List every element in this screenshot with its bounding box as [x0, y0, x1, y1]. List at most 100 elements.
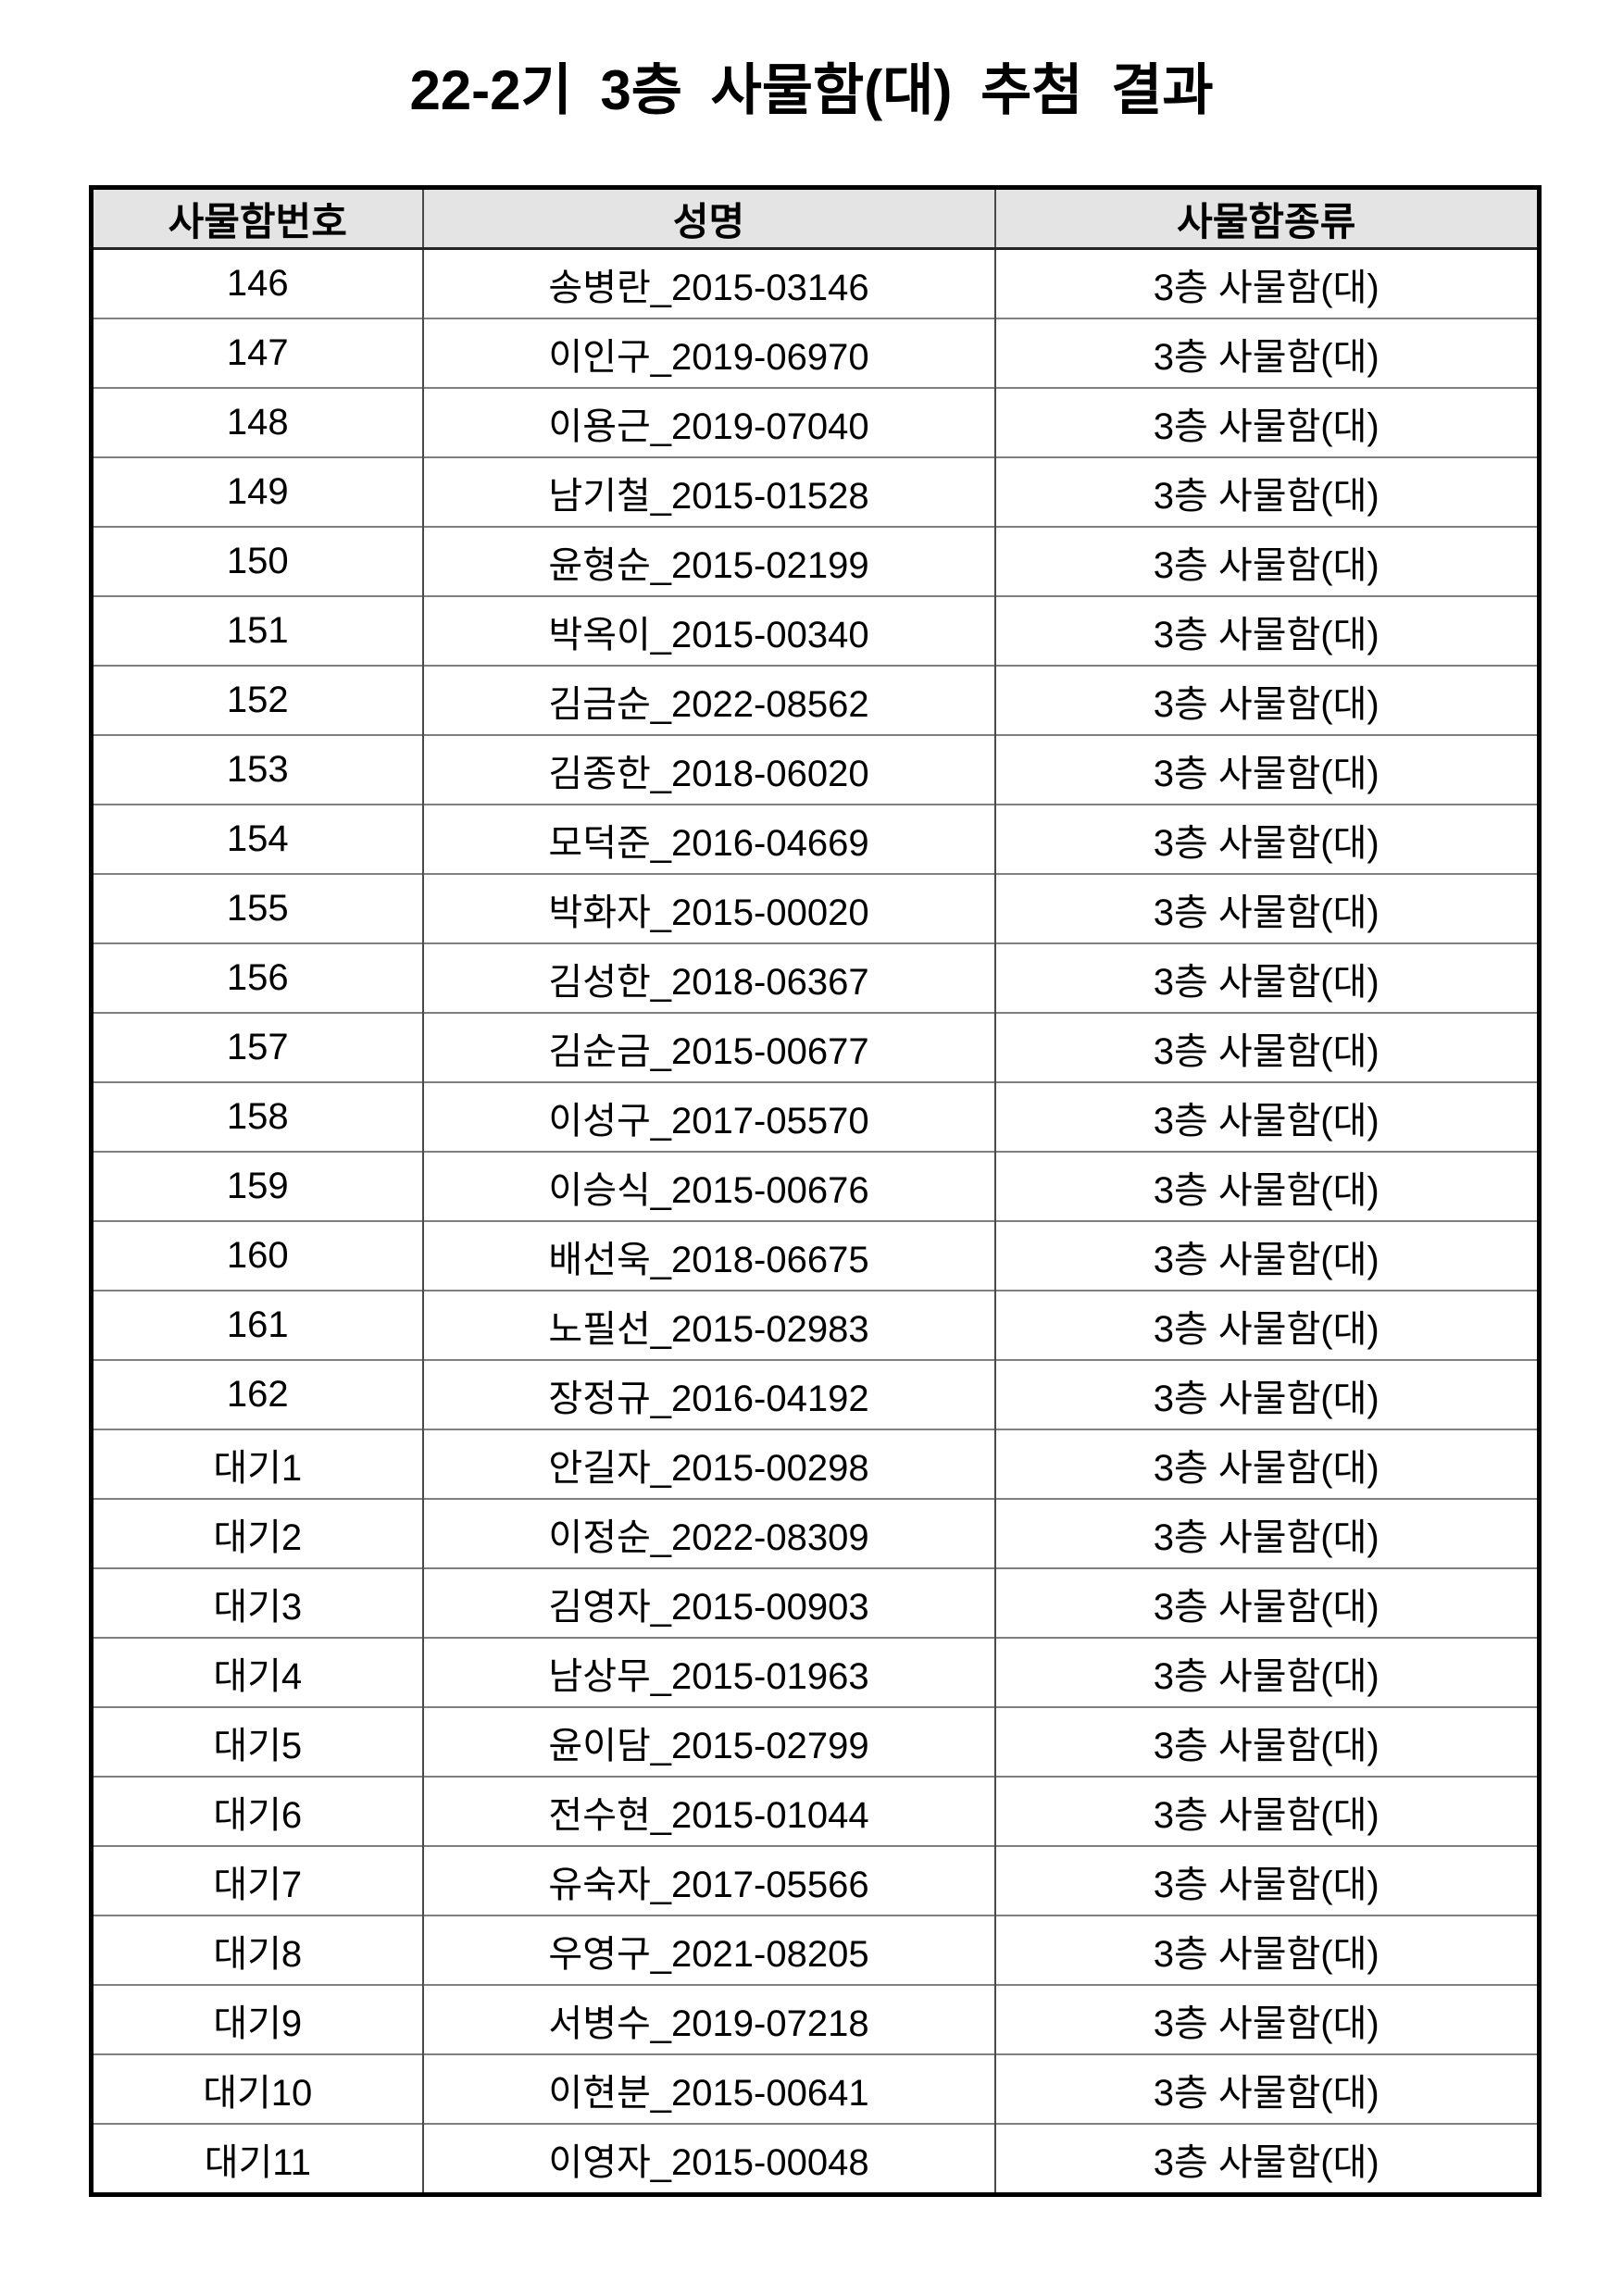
- name-cell: 장정규_2016-04192: [421, 1359, 995, 1429]
- locker-type-cell: 3층 사물함(대): [993, 1429, 1540, 1499]
- table-row: 대기11 이영자_2015-00048 3층 사물함(대): [91, 2123, 1540, 2195]
- locker-type-cell: 3층 사물함(대): [993, 456, 1540, 527]
- name-cell: 이정순_2022-08309: [421, 1498, 995, 1568]
- locker-type-cell: 3층 사물함(대): [993, 2053, 1540, 2124]
- locker-number-cell: 147: [91, 318, 423, 388]
- table-row: 159 이승식_2015-00676 3층 사물함(대): [91, 1151, 1540, 1221]
- name-cell: 안길자_2015-00298: [421, 1429, 995, 1499]
- table-row: 155 박화자_2015-00020 3층 사물함(대): [91, 873, 1540, 943]
- table-row: 146 송병란_2015-03146 3층 사물함(대): [91, 247, 1540, 318]
- table-row: 147 이인구_2019-06970 3층 사물함(대): [91, 318, 1540, 388]
- name-cell: 이영자_2015-00048: [421, 2123, 995, 2195]
- name-cell: 이승식_2015-00676: [421, 1151, 995, 1221]
- name-cell: 김성한_2018-06367: [421, 942, 995, 1013]
- table-row: 151 박옥이_2015-00340 3층 사물함(대): [91, 595, 1540, 666]
- table-row: 157 김순금_2015-00677 3층 사물함(대): [91, 1012, 1540, 1082]
- name-cell: 김영자_2015-00903: [421, 1567, 995, 1638]
- table-row: 대기10 이현분_2015-00641 3층 사물함(대): [91, 2053, 1540, 2124]
- table-row: 152 김금순_2022-08562 3층 사물함(대): [91, 665, 1540, 735]
- table-row: 대기8 우영구_2021-08205 3층 사물함(대): [91, 1915, 1540, 1985]
- name-cell: 전수현_2015-01044: [421, 1776, 995, 1846]
- locker-number-cell: 대기11: [91, 2123, 423, 2195]
- table-row: 대기7 유숙자_2017-05566 3층 사물함(대): [91, 1845, 1540, 1915]
- locker-number-cell: 150: [91, 526, 423, 596]
- name-cell: 이현분_2015-00641: [421, 2053, 995, 2124]
- locker-number-cell: 154: [91, 804, 423, 874]
- table-row: 대기5 윤이담_2015-02799 3층 사물함(대): [91, 1706, 1540, 1777]
- locker-type-cell: 3층 사물함(대): [993, 1498, 1540, 1568]
- table-row: 대기6 전수현_2015-01044 3층 사물함(대): [91, 1776, 1540, 1846]
- table-row: 162 장정규_2016-04192 3층 사물함(대): [91, 1359, 1540, 1429]
- locker-type-cell: 3층 사물함(대): [993, 1220, 1540, 1291]
- table-row: 153 김종한_2018-06020 3층 사물함(대): [91, 734, 1540, 805]
- table-row: 대기1 안길자_2015-00298 3층 사물함(대): [91, 1429, 1540, 1499]
- name-cell: 김종한_2018-06020: [421, 734, 995, 805]
- locker-number-cell: 157: [91, 1012, 423, 1082]
- name-cell: 송병란_2015-03146: [421, 247, 995, 318]
- page-title: 22-2기 3층 사물함(대) 추첨 결과: [409, 59, 1214, 121]
- name-cell: 노필선_2015-02983: [421, 1290, 995, 1360]
- name-cell: 이용근_2019-07040: [421, 387, 995, 457]
- table-row: 대기9 서병수_2019-07218 3층 사물함(대): [91, 1984, 1540, 2054]
- name-cell: 서병수_2019-07218: [421, 1984, 995, 2054]
- table-row: 148 이용근_2019-07040 3층 사물함(대): [91, 387, 1540, 457]
- name-cell: 이인구_2019-06970: [421, 318, 995, 388]
- locker-type-cell: 3층 사물함(대): [993, 1845, 1540, 1915]
- locker-number-cell: 151: [91, 595, 423, 666]
- name-cell: 박옥이_2015-00340: [421, 595, 995, 666]
- column-header-locker-type: 사물함종류: [993, 187, 1540, 250]
- table-header: 사물함번호 성명 사물함종류: [91, 187, 1540, 250]
- table-row: 대기2 이정순_2022-08309 3층 사물함(대): [91, 1498, 1540, 1568]
- locker-type-cell: 3층 사물함(대): [993, 804, 1540, 874]
- name-cell: 남상무_2015-01963: [421, 1637, 995, 1707]
- name-cell: 유숙자_2017-05566: [421, 1845, 995, 1915]
- locker-type-cell: 3층 사물함(대): [993, 2123, 1540, 2195]
- locker-number-cell: 대기7: [91, 1845, 423, 1915]
- locker-type-cell: 3층 사물함(대): [993, 247, 1540, 318]
- header-row: 사물함번호 성명 사물함종류: [91, 187, 1540, 250]
- lottery-result-table: 사물함번호 성명 사물함종류 146 송병란_2015-03146 3층 사물함(대…: [89, 185, 1542, 2197]
- locker-type-cell: 3층 사물함(대): [993, 1081, 1540, 1152]
- locker-number-cell: 146: [91, 247, 423, 318]
- name-cell: 우영구_2021-08205: [421, 1915, 995, 1985]
- locker-type-cell: 3층 사물함(대): [993, 1706, 1540, 1777]
- name-cell: 김금순_2022-08562: [421, 665, 995, 735]
- name-cell: 윤형순_2015-02199: [421, 526, 995, 596]
- locker-type-cell: 3층 사물함(대): [993, 1151, 1540, 1221]
- table-row: 160 배선욱_2018-06675 3층 사물함(대): [91, 1220, 1540, 1291]
- table-row: 대기4 남상무_2015-01963 3층 사물함(대): [91, 1637, 1540, 1707]
- table-body: 146 송병란_2015-03146 3층 사물함(대) 147 이인구_2019-06…: [91, 247, 1540, 2195]
- name-cell: 윤이담_2015-02799: [421, 1706, 995, 1777]
- locker-type-cell: 3층 사물함(대): [993, 1984, 1540, 2054]
- table-row: 161 노필선_2015-02983 3층 사물함(대): [91, 1290, 1540, 1360]
- locker-number-cell: 대기3: [91, 1567, 423, 1638]
- table-row: 150 윤형순_2015-02199 3층 사물함(대): [91, 526, 1540, 596]
- name-cell: 박화자_2015-00020: [421, 873, 995, 943]
- locker-type-cell: 3층 사물함(대): [993, 665, 1540, 735]
- locker-number-cell: 161: [91, 1290, 423, 1360]
- locker-number-cell: 158: [91, 1081, 423, 1152]
- name-cell: 남기철_2015-01528: [421, 456, 995, 527]
- locker-number-cell: 대기10: [91, 2053, 423, 2124]
- locker-type-cell: 3층 사물함(대): [993, 1012, 1540, 1082]
- column-header-locker-number: 사물함번호: [91, 187, 423, 250]
- name-cell: 배선욱_2018-06675: [421, 1220, 995, 1291]
- table-row: 154 모덕준_2016-04669 3층 사물함(대): [91, 804, 1540, 874]
- table-row: 대기3 김영자_2015-00903 3층 사물함(대): [91, 1567, 1540, 1638]
- locker-type-cell: 3층 사물함(대): [993, 1359, 1540, 1429]
- locker-number-cell: 153: [91, 734, 423, 805]
- locker-number-cell: 대기6: [91, 1776, 423, 1846]
- locker-type-cell: 3층 사물함(대): [993, 1567, 1540, 1638]
- name-cell: 김순금_2015-00677: [421, 1012, 995, 1082]
- locker-type-cell: 3층 사물함(대): [993, 318, 1540, 388]
- locker-number-cell: 162: [91, 1359, 423, 1429]
- locker-number-cell: 149: [91, 456, 423, 527]
- locker-type-cell: 3층 사물함(대): [993, 595, 1540, 666]
- locker-number-cell: 159: [91, 1151, 423, 1221]
- locker-number-cell: 156: [91, 942, 423, 1013]
- table-row: 156 김성한_2018-06367 3층 사물함(대): [91, 942, 1540, 1013]
- locker-number-cell: 155: [91, 873, 423, 943]
- locker-number-cell: 대기9: [91, 1984, 423, 2054]
- locker-number-cell: 대기5: [91, 1706, 423, 1777]
